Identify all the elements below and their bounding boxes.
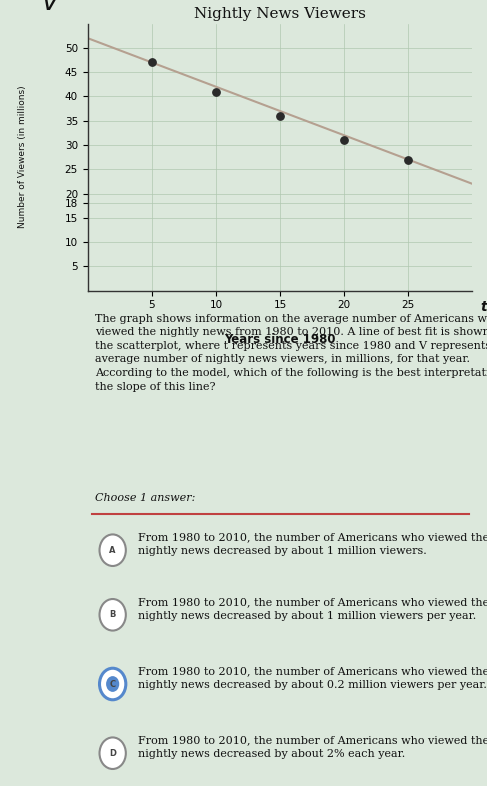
Text: V: V [44, 0, 55, 13]
Text: From 1980 to 2010, the number of Americans who viewed the
nightly news decreased: From 1980 to 2010, the number of America… [138, 736, 487, 759]
Text: Years since 1980: Years since 1980 [225, 333, 336, 347]
Text: D: D [109, 749, 116, 758]
Text: C: C [110, 680, 116, 689]
Ellipse shape [106, 676, 119, 692]
Ellipse shape [99, 737, 126, 769]
Text: B: B [110, 610, 116, 619]
Ellipse shape [99, 668, 126, 700]
Title: Nightly News Viewers: Nightly News Viewers [194, 7, 366, 21]
Text: Number of Viewers (in millions): Number of Viewers (in millions) [18, 86, 27, 229]
Point [148, 56, 156, 68]
Point [212, 86, 220, 98]
Point [276, 109, 284, 122]
Text: From 1980 to 2010, the number of Americans who viewed the
nightly news decreased: From 1980 to 2010, the number of America… [138, 597, 487, 621]
Ellipse shape [99, 534, 126, 566]
Text: Choose 1 answer:: Choose 1 answer: [95, 494, 196, 504]
Text: From 1980 to 2010, the number of Americans who viewed the
nightly news decreased: From 1980 to 2010, the number of America… [138, 667, 487, 690]
Text: From 1980 to 2010, the number of Americans who viewed the
nightly news decreased: From 1980 to 2010, the number of America… [138, 533, 487, 556]
Point [340, 134, 348, 146]
Ellipse shape [99, 599, 126, 630]
Text: t: t [480, 299, 487, 314]
Text: A: A [110, 545, 116, 555]
Text: The graph shows information on the average number of Americans who
viewed the ni: The graph shows information on the avera… [95, 314, 487, 391]
Point [404, 153, 412, 166]
